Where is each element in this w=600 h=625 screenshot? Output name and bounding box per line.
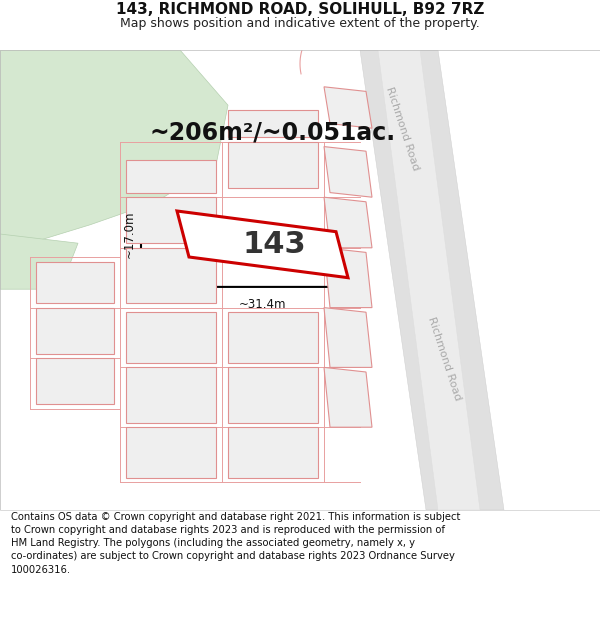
Polygon shape xyxy=(126,312,216,362)
Polygon shape xyxy=(324,308,372,368)
Polygon shape xyxy=(177,211,348,278)
Polygon shape xyxy=(228,368,318,423)
Polygon shape xyxy=(228,110,318,138)
Polygon shape xyxy=(228,142,318,188)
Text: 143: 143 xyxy=(242,230,307,259)
Polygon shape xyxy=(378,50,480,510)
Polygon shape xyxy=(324,248,372,308)
Text: ~206m²/~0.051ac.: ~206m²/~0.051ac. xyxy=(150,121,396,145)
Text: Richmond Road: Richmond Road xyxy=(384,85,420,171)
Polygon shape xyxy=(324,198,372,248)
Polygon shape xyxy=(126,161,216,192)
Text: 143, RICHMOND ROAD, SOLIHULL, B92 7RZ: 143, RICHMOND ROAD, SOLIHULL, B92 7RZ xyxy=(116,2,484,18)
Polygon shape xyxy=(324,147,372,198)
Polygon shape xyxy=(228,312,318,362)
Polygon shape xyxy=(126,248,216,303)
Polygon shape xyxy=(36,262,114,303)
Polygon shape xyxy=(36,358,114,404)
Text: Contains OS data © Crown copyright and database right 2021. This information is : Contains OS data © Crown copyright and d… xyxy=(11,512,460,574)
Polygon shape xyxy=(126,368,216,423)
Text: Map shows position and indicative extent of the property.: Map shows position and indicative extent… xyxy=(120,18,480,31)
Polygon shape xyxy=(324,87,372,128)
Text: Richmond Road: Richmond Road xyxy=(426,315,462,401)
Polygon shape xyxy=(126,428,216,478)
Text: ~17.0m: ~17.0m xyxy=(123,210,136,258)
Text: ~31.4m: ~31.4m xyxy=(239,298,286,311)
Polygon shape xyxy=(126,198,216,243)
Polygon shape xyxy=(36,308,114,354)
Polygon shape xyxy=(360,50,504,510)
Polygon shape xyxy=(228,428,318,478)
Polygon shape xyxy=(324,368,372,428)
Polygon shape xyxy=(0,50,228,243)
Polygon shape xyxy=(0,234,78,289)
